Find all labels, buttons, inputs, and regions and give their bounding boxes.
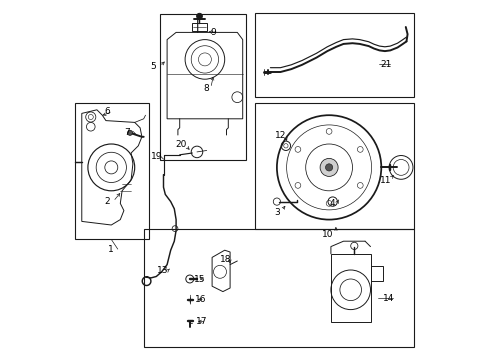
Text: 14: 14 [382, 294, 393, 302]
Circle shape [196, 13, 202, 19]
Text: 21: 21 [380, 60, 391, 69]
Text: 19: 19 [150, 152, 162, 161]
Text: 7: 7 [124, 128, 130, 137]
Circle shape [127, 130, 132, 135]
Text: 12: 12 [274, 131, 285, 140]
Text: 9: 9 [210, 28, 216, 37]
Text: 11: 11 [380, 176, 391, 185]
Text: 15: 15 [193, 275, 205, 284]
Text: 17: 17 [196, 317, 207, 326]
Text: 6: 6 [104, 107, 110, 116]
Text: 10: 10 [321, 230, 332, 239]
Circle shape [325, 164, 332, 171]
Text: 1: 1 [108, 245, 114, 253]
Text: 18: 18 [219, 256, 231, 264]
Text: 3: 3 [273, 208, 279, 217]
Text: 20: 20 [175, 140, 186, 149]
Text: 16: 16 [194, 295, 206, 304]
Text: 8: 8 [203, 84, 208, 93]
Text: 4: 4 [329, 199, 335, 208]
Circle shape [320, 158, 337, 176]
Text: 5: 5 [150, 62, 156, 71]
Text: 13: 13 [156, 266, 168, 275]
Text: 2: 2 [104, 197, 110, 206]
